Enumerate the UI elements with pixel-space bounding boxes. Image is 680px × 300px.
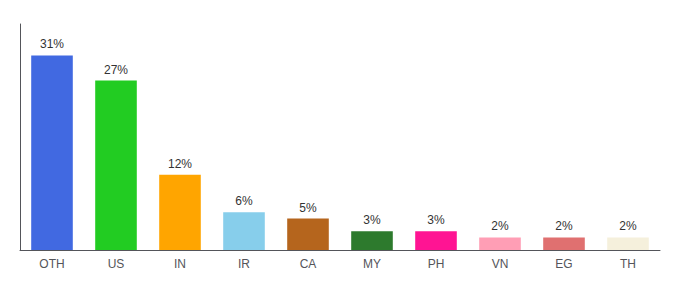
svg-text:31%: 31% [40, 37, 64, 51]
svg-text:2%: 2% [555, 219, 573, 233]
svg-text:IR: IR [238, 257, 250, 271]
svg-text:MY: MY [363, 257, 381, 271]
svg-text:3%: 3% [363, 213, 381, 227]
svg-text:IN: IN [174, 257, 186, 271]
svg-text:3%: 3% [427, 213, 445, 227]
svg-text:2%: 2% [619, 219, 637, 233]
svg-text:VN: VN [492, 257, 509, 271]
svg-text:5%: 5% [299, 201, 317, 215]
svg-text:US: US [108, 257, 125, 271]
svg-text:CA: CA [300, 257, 317, 271]
svg-text:6%: 6% [235, 194, 253, 208]
svg-text:OTH: OTH [39, 257, 64, 271]
svg-text:27%: 27% [104, 63, 128, 77]
svg-text:PH: PH [428, 257, 445, 271]
svg-text:2%: 2% [491, 219, 509, 233]
svg-text:EG: EG [555, 257, 572, 271]
svg-text:12%: 12% [168, 157, 192, 171]
svg-text:TH: TH [620, 257, 636, 271]
